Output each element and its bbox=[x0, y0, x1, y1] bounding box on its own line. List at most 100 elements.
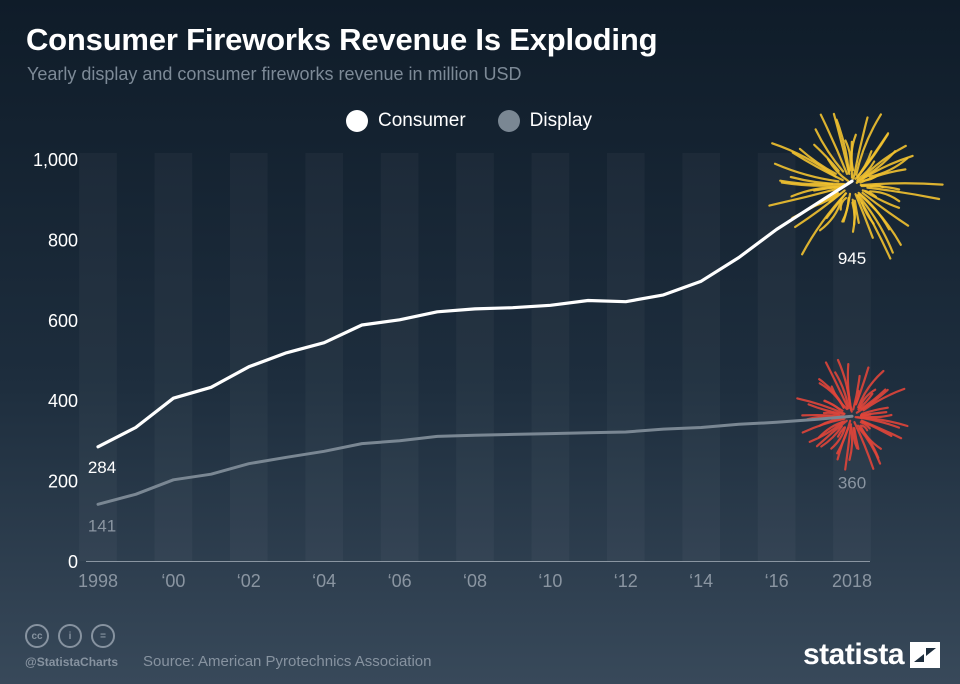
point-display-2010 bbox=[549, 432, 552, 435]
firework-consumer-spark bbox=[868, 157, 909, 178]
firework-consumer-spark bbox=[825, 192, 847, 219]
firework-display-spark bbox=[808, 421, 844, 443]
point-consumer-1999 bbox=[134, 426, 137, 429]
firework-consumer-spark bbox=[856, 160, 876, 181]
firework-display-spark bbox=[860, 424, 869, 432]
point-display-2000 bbox=[172, 478, 175, 481]
legend-dot-display bbox=[497, 110, 520, 132]
firework-consumer-spark bbox=[819, 113, 849, 175]
point-display-1999 bbox=[134, 493, 137, 496]
firework-display-spark bbox=[823, 399, 844, 412]
point-display-2014 bbox=[700, 426, 703, 429]
point-display-2015 bbox=[737, 423, 741, 426]
point-consumer-2012 bbox=[624, 300, 627, 303]
firework-consumer-spark bbox=[791, 151, 844, 182]
firework-display-spark bbox=[796, 397, 846, 415]
point-consumer-2000 bbox=[172, 396, 175, 400]
point-display-2005 bbox=[360, 442, 364, 445]
x-tick-label-2016: ‘16 bbox=[765, 571, 789, 591]
firework-consumer-spark bbox=[826, 158, 850, 183]
x-tick-label-1998: 1998 bbox=[78, 571, 118, 591]
y-tick-label-1000: 1,000 bbox=[33, 150, 78, 170]
fireworks-decoration bbox=[768, 112, 944, 471]
point-consumer-1998 bbox=[96, 445, 100, 449]
statista-mark-icon bbox=[910, 642, 941, 668]
statista-logo[interactable]: statista bbox=[803, 638, 941, 672]
point-display-2013 bbox=[662, 427, 665, 431]
firework-consumer-spark bbox=[773, 162, 840, 183]
point-consumer-2017 bbox=[813, 204, 816, 207]
point-consumer-2016 bbox=[775, 228, 778, 231]
firework-display-spark bbox=[853, 421, 875, 470]
firework-consumer-spark bbox=[780, 181, 847, 187]
firework-display-spark bbox=[852, 374, 861, 411]
twitter-handle[interactable]: @StatistaCharts bbox=[25, 655, 119, 669]
firework-consumer-spark bbox=[813, 143, 840, 172]
x-tick-label-2018: 2018 bbox=[832, 571, 872, 591]
license-icons: cc i = bbox=[25, 624, 124, 648]
firework-display-spark bbox=[859, 421, 871, 430]
firework-consumer-spark bbox=[859, 182, 944, 187]
firework-consumer-spark bbox=[789, 175, 846, 186]
firework-consumer-spark bbox=[844, 139, 852, 172]
firework-display-spark bbox=[857, 369, 885, 409]
firework-display-spark bbox=[848, 426, 854, 461]
year-band-2004 bbox=[305, 153, 343, 561]
chart-title: Consumer Fireworks Revenue Is Exploding bbox=[26, 22, 658, 57]
year-band-2000 bbox=[155, 153, 193, 561]
point-consumer-2014 bbox=[700, 280, 703, 283]
point-consumer-2009 bbox=[511, 306, 514, 309]
point-consumer-2007 bbox=[436, 310, 439, 313]
firework-consumer-spark bbox=[798, 147, 837, 175]
firework-display-spark bbox=[820, 425, 843, 448]
year-band-2014 bbox=[682, 153, 720, 561]
firework-display-spark bbox=[860, 388, 887, 410]
cc-icon: cc bbox=[25, 624, 49, 648]
firework-display-spark bbox=[822, 411, 840, 416]
x-tick-label-2006: ‘06 bbox=[388, 571, 412, 591]
point-display-1998 bbox=[96, 503, 100, 506]
point-display-2003 bbox=[285, 456, 288, 459]
point-consumer-2004 bbox=[323, 341, 326, 344]
firework-display-spark bbox=[852, 426, 859, 450]
firework-consumer-spark bbox=[794, 189, 846, 229]
point-consumer-2005 bbox=[360, 323, 364, 327]
series-lines bbox=[96, 179, 854, 506]
firework-display-spark bbox=[854, 366, 870, 406]
firework-consumer-spark bbox=[851, 201, 856, 233]
firework-consumer-spark bbox=[813, 185, 843, 192]
point-display-2012 bbox=[624, 430, 627, 434]
firework-display-spark bbox=[857, 392, 874, 411]
data-labels: 284 945 141 360 bbox=[88, 249, 866, 535]
point-display-2007 bbox=[436, 435, 439, 438]
point-consumer-2018 bbox=[850, 179, 854, 183]
legend-item-consumer: Consumer bbox=[346, 110, 466, 132]
x-axis: 1998 ‘00 ‘02 ‘04 ‘06 ‘08 ‘10 ‘12 ‘14 ‘16 2018 bbox=[78, 561, 872, 591]
firework-display-spark bbox=[807, 403, 845, 416]
firework-consumer-spark bbox=[856, 194, 894, 254]
point-display-2002 bbox=[247, 462, 250, 465]
firework-consumer-spark bbox=[841, 196, 850, 223]
point-consumer-2013 bbox=[662, 293, 665, 297]
year-band-2006 bbox=[381, 153, 419, 561]
point-consumer-2002 bbox=[247, 365, 250, 369]
y-tick-label-400: 400 bbox=[48, 391, 78, 411]
brand-name: statista bbox=[803, 638, 905, 671]
firework-display-spark bbox=[858, 388, 877, 409]
firework-display-spark bbox=[830, 426, 847, 450]
point-display-2018 bbox=[850, 415, 854, 418]
legend: Consumer Display bbox=[346, 110, 624, 132]
point-consumer-2008 bbox=[473, 307, 477, 311]
point-consumer-2010 bbox=[549, 304, 552, 307]
y-tick-label-800: 800 bbox=[48, 230, 78, 250]
firework-consumer-spark bbox=[852, 116, 869, 180]
firework-consumer-spark bbox=[869, 184, 884, 189]
firework-display-spark bbox=[860, 413, 872, 417]
legend-label-consumer: Consumer bbox=[378, 110, 466, 131]
firework-display-spark bbox=[836, 426, 846, 438]
by-icon: i bbox=[58, 624, 82, 648]
year-band-2016 bbox=[758, 153, 796, 561]
point-consumer-2006 bbox=[398, 318, 401, 321]
firework-consumer-spark bbox=[866, 186, 941, 201]
